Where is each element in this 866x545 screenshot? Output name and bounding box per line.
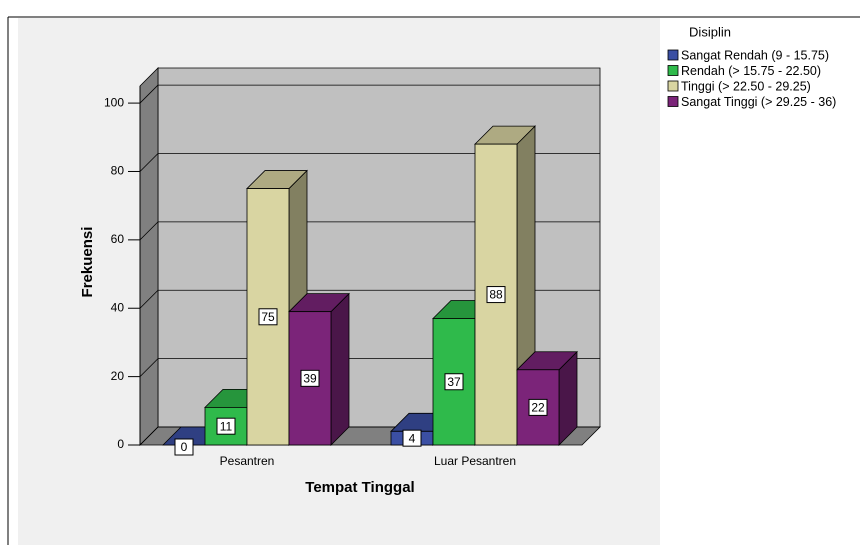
value-label: 0 — [181, 440, 188, 454]
legend-label: Sangat Rendah (9 - 15.75) — [681, 48, 829, 62]
value-label-box — [258, 308, 278, 326]
left-wall — [139, 67, 159, 446]
value-label: 11 — [220, 419, 233, 433]
x-axis-title: Tempat Tinggal — [305, 479, 414, 496]
grid-line — [139, 358, 159, 377]
value-label-box — [174, 438, 194, 456]
legend-swatch — [667, 49, 679, 61]
value-label-box — [528, 398, 548, 416]
value-label: 75 — [261, 310, 275, 324]
value-label: 37 — [447, 375, 461, 389]
y-tick-label: 20 — [111, 369, 125, 383]
legend-label: Rendah (> 15.75 - 22.50) — [681, 64, 821, 78]
x-tick-label: Luar Pesantren — [434, 454, 516, 468]
value-label: 88 — [489, 288, 503, 302]
legend-title: Disiplin — [689, 24, 731, 39]
legend-label: Sangat Tinggi (> 29.25 - 36) — [681, 95, 836, 109]
y-tick-label: 100 — [104, 95, 124, 109]
grid-line — [139, 153, 159, 172]
grid-line — [139, 84, 159, 104]
value-label: 39 — [303, 372, 317, 386]
value-label-box — [300, 369, 320, 387]
y-tick-label: 80 — [111, 164, 125, 178]
grid-line — [139, 426, 159, 446]
x-tick-label: Pesantren — [220, 454, 275, 468]
legend-swatch — [667, 96, 679, 107]
y-tick-label: 60 — [111, 232, 125, 246]
value-label-box — [444, 373, 464, 391]
value-label: 4 — [409, 431, 416, 445]
y-tick-label: 0 — [117, 437, 124, 451]
value-label-box — [486, 286, 506, 304]
value-label-box — [216, 417, 236, 435]
legend-swatch — [667, 80, 679, 92]
legend-swatch — [667, 65, 679, 76]
legend-label: Tinggi (> 22.50 - 29.25) — [681, 79, 811, 93]
value-label: 22 — [531, 401, 545, 415]
grid-line — [139, 221, 159, 241]
y-tick-label: 40 — [111, 300, 125, 314]
grid-line — [139, 289, 159, 309]
value-label-box — [402, 429, 422, 447]
bar-side — [330, 292, 350, 446]
y-axis-title: Frekuensi — [79, 227, 96, 298]
